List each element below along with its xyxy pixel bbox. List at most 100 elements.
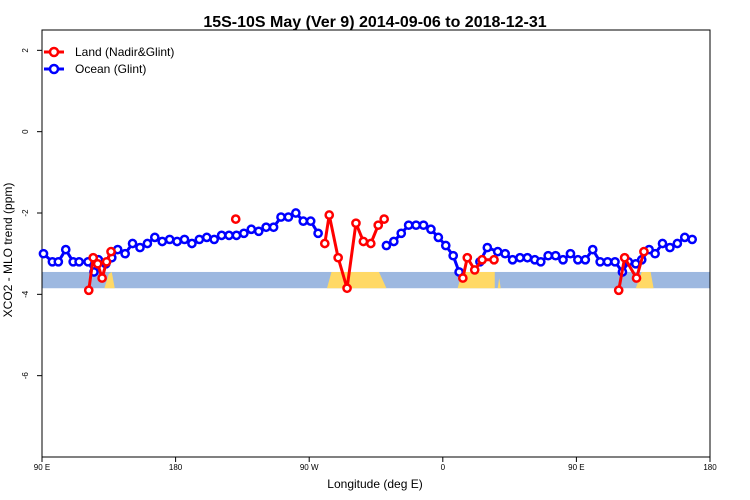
data-point [613,285,624,296]
data-point [313,228,323,239]
data-point [482,242,493,253]
x-tick-label: 180 [169,463,183,472]
y-tick-label: 0 [21,129,30,134]
data-point [433,232,444,243]
data-point [396,228,407,239]
data-point [324,210,335,220]
data-point [365,238,376,249]
data-point [224,230,234,241]
data-point [657,238,668,249]
data-point [492,246,503,257]
land-band [635,271,654,289]
data-point [149,232,160,243]
data-point [558,254,568,265]
data-point [298,216,309,226]
data-point [88,252,99,263]
y-axis: 2 0 -2 -4 -6 [21,48,42,380]
data-point [253,226,264,237]
data-point [650,248,660,259]
legend: Land (Nadir&Glint) Ocean (Glint) [44,45,174,76]
land-band [327,271,387,289]
data-point [333,252,343,263]
y-tick-label: -6 [21,372,30,380]
data-point [515,252,525,263]
data-point [639,246,649,257]
data-point [135,242,145,253]
x-tick-label: 0 [441,463,446,472]
surface-band [42,271,710,289]
data-point [573,254,583,265]
data-point [381,240,392,251]
data-point [142,238,153,249]
data-point [290,208,301,218]
data-point [507,254,518,265]
data-point [97,273,107,283]
legend-ocean-label: Ocean (Glint) [75,62,146,76]
data-point [305,216,316,226]
data-point [172,236,182,247]
y-tick-label: 2 [21,48,30,53]
data-point [619,252,630,263]
series-line [617,251,646,291]
data-point [194,234,205,245]
data-point [469,265,480,275]
x-tick-label: 180 [703,463,717,472]
x-tick-label: 90 E [568,463,584,472]
data-point [201,232,212,243]
data-point [60,244,71,255]
data-point [239,228,249,239]
data-point [388,236,399,247]
data-point [53,256,64,267]
data-point [489,254,499,265]
data-point [426,224,436,235]
data-point [101,256,112,267]
legend-land-label: Land (Nadir&Glint) [75,45,174,59]
data-point [418,220,429,231]
data-point [411,220,421,231]
data-point [358,236,369,247]
data-point [179,234,190,245]
data-point [164,234,175,245]
plot-frame [41,29,711,458]
data-point [83,285,94,296]
chart-title: 15S-10S May (Ver 9) 2014-09-06 to 2018-1… [203,14,546,31]
data-point [231,230,242,241]
data-point [665,242,675,253]
data-point [500,248,510,259]
x-tick-label: 90 E [34,463,50,472]
data-point [565,248,576,259]
data-point [373,220,384,231]
data-point [679,232,690,243]
data-point [261,222,272,233]
data-point [351,218,361,229]
data-point [457,273,468,283]
data-point [187,238,197,249]
data-point [580,254,591,265]
data-point [543,250,554,261]
data-point [602,256,613,267]
data-point [672,238,683,249]
data-point [550,250,561,261]
land-band [104,271,115,289]
data-point [379,214,390,224]
data-point [522,252,533,263]
data-point [587,244,598,255]
data-point [246,224,257,235]
data-point [120,248,130,259]
data-point [631,273,642,283]
land-band [497,278,501,289]
data-point [595,256,606,267]
series-layer [38,208,698,296]
data-point [92,258,103,269]
data-point [268,222,279,233]
data-point [403,220,414,231]
data-point [535,256,546,267]
x-axis-label: Longitude (deg E) [327,477,422,491]
data-point [230,214,241,224]
data-point [342,283,352,294]
y-tick-label: -4 [21,290,30,298]
x-axis: 90 E 180 90 W 0 90 E 180 [34,457,717,472]
y-tick-label: -2 [21,209,30,217]
data-point [462,252,473,263]
data-point [440,240,451,251]
